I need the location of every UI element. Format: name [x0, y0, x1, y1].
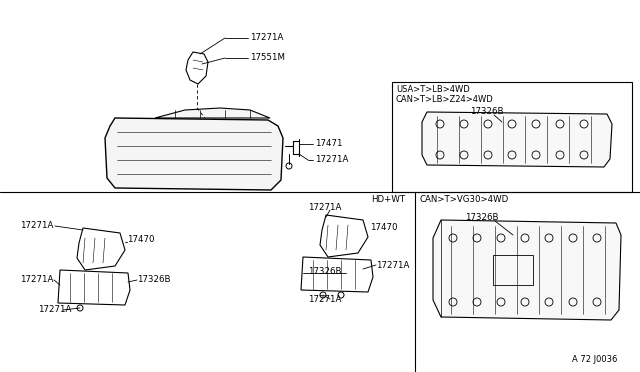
- Text: 17271A: 17271A: [250, 33, 284, 42]
- Bar: [392, 82, 632, 192]
- Text: CAN>T>VG30>4WD: CAN>T>VG30>4WD: [420, 196, 509, 205]
- Text: 17470: 17470: [127, 235, 154, 244]
- Text: 17271A: 17271A: [315, 155, 348, 164]
- Text: 17271A: 17271A: [308, 202, 341, 212]
- Polygon shape: [422, 112, 612, 167]
- Text: CAN>T>LB>Z24>4WD: CAN>T>LB>Z24>4WD: [396, 96, 493, 105]
- Text: HD+WT: HD+WT: [371, 196, 405, 205]
- Polygon shape: [155, 108, 270, 118]
- Text: A 72 J0036: A 72 J0036: [572, 355, 618, 364]
- Polygon shape: [433, 220, 621, 320]
- Text: 17326B: 17326B: [465, 214, 499, 222]
- Bar: [493, 255, 533, 285]
- Text: 17271A: 17271A: [38, 305, 72, 314]
- Text: 17271A: 17271A: [20, 221, 53, 231]
- Text: 17551M: 17551M: [250, 54, 285, 62]
- Text: 17271A: 17271A: [308, 295, 341, 304]
- Polygon shape: [105, 118, 283, 190]
- Text: 17326B: 17326B: [470, 108, 504, 116]
- Text: 17271A: 17271A: [376, 260, 410, 269]
- Text: 17470: 17470: [370, 222, 397, 231]
- Text: 17471: 17471: [315, 140, 342, 148]
- Text: 17326B: 17326B: [137, 276, 170, 285]
- Text: 17326B: 17326B: [308, 267, 342, 276]
- Text: USA>T>LB>4WD: USA>T>LB>4WD: [396, 86, 470, 94]
- Text: 17271A: 17271A: [20, 276, 53, 285]
